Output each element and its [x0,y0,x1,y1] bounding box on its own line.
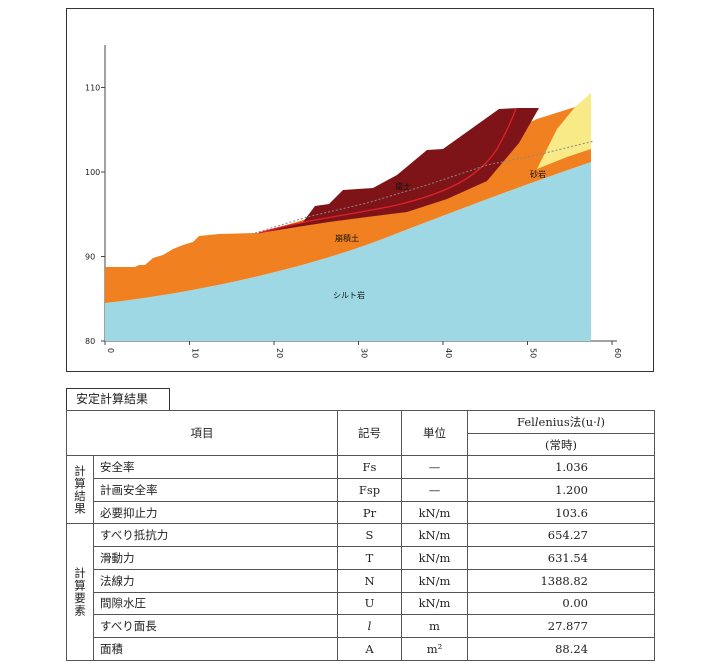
row-unit: kN/m [401,523,468,548]
row-symbol: Fs [337,455,402,480]
cross-section-diagram: 0 10 20 30 40 50 60 80 90 100 110 盛土 崩積土 砂岩 シルト岩 [85,45,622,358]
group-calc-results: 計算結果 [66,455,94,525]
row-unit: kN/m [401,546,468,570]
row-unit: kN/m [401,568,468,593]
row-item: 面積 [93,636,338,661]
row-item: すべり面長 [93,614,338,638]
x-tick-label: 30 [360,348,369,358]
row-value: 1.036 [467,455,655,480]
stability-results-table: 項目 記号 単位 Fellenius法(u·l) (常時) 計算結果 安全率 Fs —… [66,409,655,661]
x-tick-label: 20 [275,348,284,358]
row-unit: m² [401,636,468,661]
cross-section-figure: 0 10 20 30 40 50 60 80 90 100 110 盛土 崩積土 砂岩 シルト岩 [66,8,654,372]
row-symbol: S [337,523,402,548]
row-symbol: N [337,568,402,593]
sandstone-layer [537,93,591,169]
fill-label: 盛土 [395,181,411,191]
y-tick-label: 90 [85,253,95,262]
row-value: 103.6 [467,500,655,525]
x-tick-label: 10 [191,348,200,358]
x-tick-label: 60 [613,348,622,358]
row-item: すべり抵抗力 [93,523,338,548]
group-calc-elements: 計算要素 [66,523,94,661]
row-value: 27.877 [467,614,655,638]
header-unit: 単位 [401,409,468,457]
fill-layer [259,108,539,233]
y-tick-label: 80 [85,337,95,346]
header-condition: (常時) [467,432,655,457]
row-unit: m [401,614,468,638]
x-tick-label: 50 [529,348,538,358]
y-tick-label: 110 [85,84,100,93]
x-tick-label: 0 [106,348,115,353]
row-value: 0.00 [467,591,655,616]
table-row: 計画安全率 Fsp —1.200 [67,478,655,502]
header-item: 項目 [66,409,338,457]
x-tick-label: 40 [444,348,453,358]
row-symbol: A [337,636,402,661]
row-item: 滑動力 [93,546,338,570]
row-item: 計画安全率 [93,478,338,502]
row-symbol: Fsp [337,478,402,502]
row-item: 法線力 [93,568,338,593]
row-symbol: l [337,614,402,638]
sandstone-label: 砂岩 [530,169,546,179]
row-value: 1388.82 [467,568,655,593]
row-item: 安全率 [93,455,338,480]
row-value: 88.24 [467,636,655,661]
y-tick-label: 100 [85,168,100,177]
row-unit: — [401,478,468,502]
row-unit: kN/m [401,591,468,616]
table-row: 必要抑止力 Pr kN/m 103.6 [67,500,655,525]
row-symbol: T [337,546,402,570]
water-line [254,140,595,234]
header-symbol: 記号 [337,409,402,457]
row-value: 631.54 [467,546,655,570]
row-value: 654.27 [467,523,655,548]
siltstone-layer [105,162,591,341]
siltstone-label: シルト岩 [333,290,365,300]
header-method: Fellenius法(u·l) [467,410,655,434]
row-symbol: U [337,591,402,616]
row-unit: kN/m [401,500,468,525]
results-tab-title: 安定計算結果 [66,388,170,410]
colluvium-label: 崩積土 [335,233,359,243]
row-unit: — [401,455,468,480]
table-row: すべり面長 l m 27.877 [67,614,655,638]
row-value: 1.200 [467,478,655,502]
slip-surface [258,107,517,234]
row-item: 必要抑止力 [93,500,338,525]
table-row: 計算結果 安全率 Fs —1.036 [66,455,655,525]
row-symbol: Pr [337,500,402,525]
row-item: 間隙水圧 [93,591,338,616]
